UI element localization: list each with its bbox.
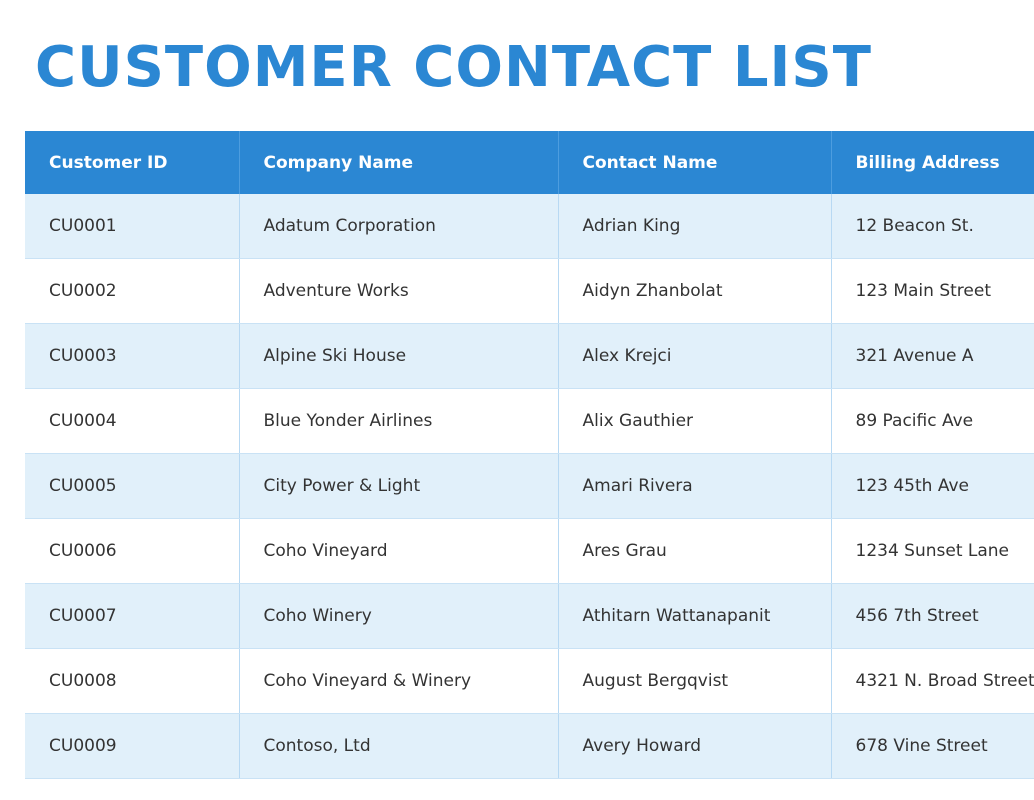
table-cell: August Bergqvist [558, 648, 832, 714]
table-cell: CU0002 [25, 258, 240, 324]
table-row: CU0004 Blue Yonder Airlines Alix Gauthier 8… [25, 388, 1034, 454]
table-cell: Coho Vineyard [239, 518, 559, 584]
table-cell: Athitarn Wattanapanit [558, 583, 832, 649]
table-cell: Adatum Corporation [239, 194, 559, 259]
table-cell: Aidyn Zhanbolat [558, 258, 832, 324]
table-cell: Contoso, Ltd [239, 713, 559, 779]
column-header: Billing Address [831, 131, 1034, 194]
table-cell: CU0004 [25, 388, 240, 454]
table-cell: Ares Grau [558, 518, 832, 584]
table-cell: CU0003 [25, 323, 240, 389]
table-cell: 321 Avenue A [831, 323, 1034, 389]
table-cell: Coho Vineyard & Winery [239, 648, 559, 714]
table-cell: 4321 N. Broad Street [831, 648, 1034, 714]
table-cell: 89 Pacific Ave [831, 388, 1034, 454]
table-cell: Blue Yonder Airlines [239, 388, 559, 454]
table-cell: Alex Krejci [558, 323, 832, 389]
table-cell: CU0001 [25, 194, 240, 259]
table-cell: 1234 Sunset Lane [831, 518, 1034, 584]
table-cell: Coho Winery [239, 583, 559, 649]
table-cell: Alpine Ski House [239, 323, 559, 389]
column-header: Company Name [239, 131, 559, 194]
table-cell: CU0007 [25, 583, 240, 649]
table-row: CU0006 Coho Vineyard Ares Grau 1234 Sunset … [25, 518, 1034, 584]
table-row: CU0009 Contoso, Ltd Avery Howard 678 Vine S… [25, 713, 1034, 779]
table-row: CU0007 Coho Winery Athitarn Wattanapanit 45… [25, 583, 1034, 649]
table-row: CU0001 Adatum Corporation Adrian King 12 Be… [25, 194, 1034, 259]
table-cell: 12 Beacon St. [831, 194, 1034, 259]
table-cell: Avery Howard [558, 713, 832, 779]
table-row: CU0005 City Power & Light Amari Rivera 123 … [25, 453, 1034, 519]
table-cell: 678 Vine Street [831, 713, 1034, 779]
column-header: Contact Name [558, 131, 832, 194]
table-cell: Amari Rivera [558, 453, 832, 519]
table-cell: CU0008 [25, 648, 240, 714]
contact-table: Customer ID Company Name Contact Name Billi… [25, 131, 1034, 779]
table-cell: Adventure Works [239, 258, 559, 324]
table-cell: CU0009 [25, 713, 240, 779]
table-cell: 456 7th Street [831, 583, 1034, 649]
table-body: CU0001 Adatum Corporation Adrian King 12 Be… [25, 194, 1034, 779]
table-cell: 123 Main Street [831, 258, 1034, 324]
header-row: Customer ID Company Name Contact Name Billi… [25, 131, 1034, 194]
table-cell: CU0005 [25, 453, 240, 519]
table-cell: 123 45th Ave [831, 453, 1034, 519]
table-cell: Alix Gauthier [558, 388, 832, 454]
table-row: CU0002 Adventure Works Aidyn Zhanbolat 123 … [25, 258, 1034, 324]
table-row: CU0008 Coho Vineyard & Winery August Bergq… [25, 648, 1034, 714]
table-cell: City Power & Light [239, 453, 559, 519]
column-header: Customer ID [25, 131, 240, 194]
table-cell: CU0006 [25, 518, 240, 584]
table-container: Customer ID Company Name Contact Name Billi… [25, 131, 1034, 779]
table-cell: Adrian King [558, 194, 832, 259]
page-title: CUSTOMER CONTACT LIST [35, 35, 872, 100]
table-row: CU0003 Alpine Ski House Alex Krejci 321 Ave… [25, 323, 1034, 389]
